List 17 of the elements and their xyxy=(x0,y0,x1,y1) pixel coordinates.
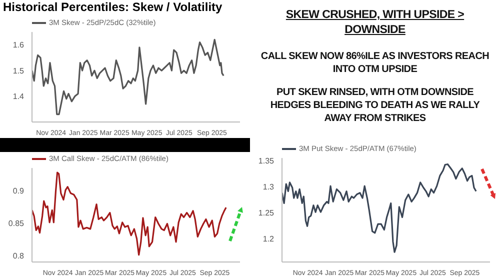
y-tick-label: 1.5 xyxy=(12,66,25,76)
text: PUT SKEW RINSED, WITH OTM DOWNSIDE HEDGES BLEEDING TO DEATH AS WE RALLY AWAY FROM STRIKES xyxy=(269,86,481,125)
line-series xyxy=(32,38,224,116)
y-tick-label: 0.8 xyxy=(12,251,25,260)
line-series xyxy=(32,172,227,256)
chart-title: Historical Percentiles: Skew / Volatility xyxy=(2,0,224,16)
line-series xyxy=(282,163,477,253)
y-tick-label: 1.25 xyxy=(258,208,275,218)
y-tick-label: 1.2 xyxy=(262,234,275,244)
y-tick-label: 0.9 xyxy=(12,186,25,196)
y-tick-label: 0.85 xyxy=(8,218,25,228)
y-tick-label: 1.4 xyxy=(12,92,25,102)
y-tick-label: 1.35 xyxy=(258,156,275,166)
text: SKEW CRUSHED, WITH UPSIDE > DOWNSIDE xyxy=(284,8,466,38)
y-tick-label: 1.3 xyxy=(262,182,275,192)
text: CALL SKEW NOW 86%ILE AS INVESTORS REACH INTO OTM UPSIDE xyxy=(260,50,490,76)
y-tick-label: 1.6 xyxy=(12,40,25,50)
